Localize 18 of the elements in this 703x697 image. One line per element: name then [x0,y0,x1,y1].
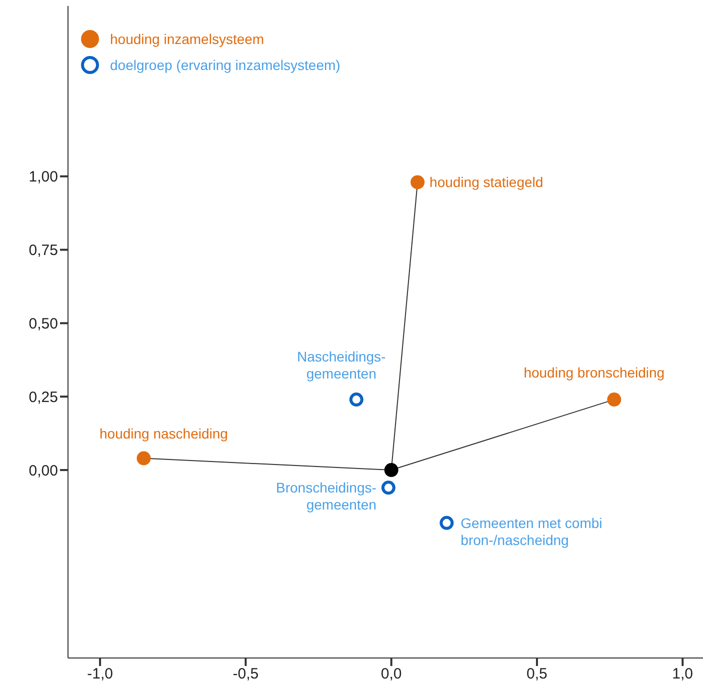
y-tick-label: 0,75 [28,242,58,260]
annotation: Gemeenten met combi bron-/nascheidng [460,514,602,548]
y-tick-label: 0,25 [28,388,58,406]
x-tick-label: -1,0 [87,666,113,683]
annotation: houding nascheiding [100,425,228,442]
y-tick-label: 0,50 [28,316,58,333]
annotation: Nascheidings- gemeenten [297,348,386,382]
legend-label: houding inzamelsysteem [110,31,264,47]
y-tick-label: 0,00 [28,462,58,480]
x-tick-label: 1,0 [672,666,694,683]
x-tick-label: -0,5 [232,666,259,683]
annotation: Bronscheidings- gemeenten [276,480,377,513]
legend-label: doelgroep (ervaring inzamelsysteem) [110,57,340,73]
x-tick-label: 0,5 [526,666,548,683]
x-tick-label: 0,0 [380,666,402,683]
y-tick-label: 1,00 [28,168,58,186]
annotation: houding statiegeld [430,174,544,190]
annotation: houding bronscheiding [524,364,665,381]
